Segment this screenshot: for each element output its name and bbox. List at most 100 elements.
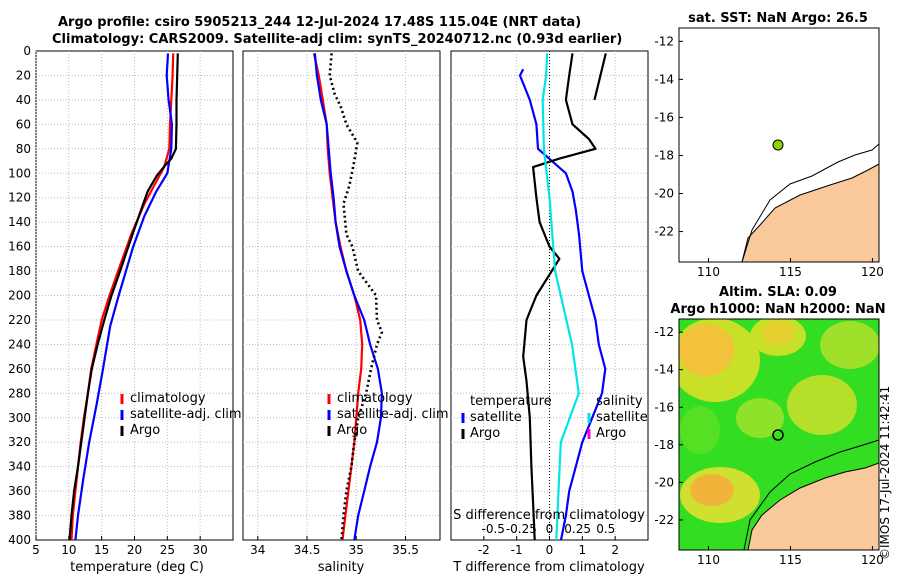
sla-lat-tick-label: -22 (654, 513, 674, 527)
sla-map-land (747, 462, 879, 550)
depth-tick-label: 280 (8, 386, 31, 400)
legend-label-1: satellite-adj. clim (130, 407, 242, 422)
depth-tick-label: 220 (8, 313, 31, 327)
s-difference-axis-label: S difference from climatology (453, 508, 645, 523)
difference-panel-frame (450, 50, 649, 541)
copyright-text: ©IMOS 17-Jul-2024 11:42:41 (878, 385, 892, 560)
depth-tick-label: 300 (8, 411, 31, 425)
sla-lat-tick-label: -18 (654, 438, 674, 452)
depth-tick-label: 400 (8, 533, 31, 547)
depth-tick-label: 260 (8, 362, 31, 376)
sla-lat-tick-label: -12 (654, 325, 674, 339)
s-diff-tick-label: 0.5 (596, 522, 615, 536)
sla-lon-tick-label: 115 (779, 553, 802, 567)
depth-tick-label: 360 (8, 484, 31, 498)
diff-legend-s-label-0: satellite (596, 410, 648, 425)
x-tick-label: 35 (349, 543, 364, 557)
figure-title-line1: Argo profile: csiro 5905213_244 12-Jul-2… (58, 15, 582, 30)
diff-legend-t-label-1: Argo (470, 426, 500, 441)
sst-lon-tick-label: 115 (779, 265, 802, 279)
x-tick-label: 0 (546, 543, 554, 557)
depth-tick-label: 100 (8, 166, 31, 180)
sla-lat-tick-label: -16 (654, 400, 674, 414)
series-salinity-satellite (541, 53, 580, 541)
temperature-axis-label: temperature (deg C) (70, 560, 204, 575)
series-temperature-satellite (518, 68, 607, 541)
depth-tick-label: 40 (16, 93, 31, 107)
figure-title-line2: Climatology: CARS2009. Satellite-adj cli… (52, 32, 623, 47)
series-salinity-argo (593, 53, 607, 101)
legend-label-2: Argo (130, 423, 160, 438)
sst-lat-tick-label: -20 (654, 187, 674, 201)
x-tick-label: 5 (32, 543, 40, 557)
depth-tick-label: 120 (8, 191, 31, 205)
sst-map-coast-contour (741, 143, 879, 262)
sst-lat-tick-label: -16 (654, 110, 674, 124)
sla-lon-tick-label: 120 (861, 553, 884, 567)
s-diff-tick-label: -0.25 (506, 522, 537, 536)
x-tick-label: 10 (61, 543, 76, 557)
x-tick-label: 30 (193, 543, 208, 557)
salinity-axis-label: salinity (318, 560, 365, 575)
series-temperature-argo (522, 53, 597, 541)
sla-lat-tick-label: -14 (654, 363, 674, 377)
sla-map-title-line1: Altim. SLA: 0.09 (719, 285, 837, 300)
x-tick-label: -2 (478, 543, 490, 557)
sst-map-land (741, 163, 879, 262)
salinity-panel-frame (242, 50, 441, 541)
sst-lon-tick-label: 120 (861, 265, 884, 279)
x-tick-label: -1 (511, 543, 523, 557)
depth-tick-label: 140 (8, 215, 31, 229)
x-tick-label: 34 (250, 543, 265, 557)
sla-map (678, 318, 880, 551)
x-tick-label: 35.5 (392, 543, 419, 557)
depth-tick-label: 160 (8, 240, 31, 254)
sst-lon-tick-label: 110 (697, 265, 720, 279)
sst-lat-tick-label: -14 (654, 72, 674, 86)
sst-argo-position-marker (772, 139, 784, 151)
x-tick-label: 25 (160, 543, 175, 557)
x-tick-label: 1 (579, 543, 587, 557)
legend-label-1: satellite-adj. clim (337, 407, 449, 422)
depth-tick-label: 320 (8, 435, 31, 449)
diff-legend-temperature-title: temperature (470, 394, 552, 409)
series-argo (328, 53, 384, 541)
temperature-panel-frame (35, 50, 234, 541)
sst-map (678, 27, 880, 263)
depth-tick-label: 180 (8, 264, 31, 278)
depth-tick-label: 20 (16, 68, 31, 82)
sla-map-title-line2: Argo h1000: NaN h2000: NaN (670, 302, 885, 317)
x-tick-label: 20 (127, 543, 142, 557)
s-diff-tick-label: -0.5 (482, 522, 505, 536)
sla-lat-tick-label: -20 (654, 475, 674, 489)
x-tick-label: 2 (611, 543, 619, 557)
s-diff-tick-label: 0.25 (564, 522, 591, 536)
sst-lat-tick-label: -22 (654, 225, 674, 239)
legend-label-0: climatology (130, 391, 206, 406)
depth-tick-label: 200 (8, 289, 31, 303)
legend-label-2: Argo (337, 423, 367, 438)
diff-legend-s-label-1: Argo (596, 426, 626, 441)
series-argo (68, 53, 179, 541)
series-satellite-adj-clim (74, 53, 173, 541)
series-satellite-adj-clim (313, 53, 383, 541)
diff-legend-salinity-title: salinity (596, 394, 643, 409)
sla-argo-position-marker (772, 429, 784, 441)
series-climatology (70, 53, 175, 541)
depth-tick-label: 0 (23, 44, 31, 58)
depth-tick-label: 240 (8, 337, 31, 351)
sst-lat-tick-label: -18 (654, 148, 674, 162)
sla-lon-tick-label: 110 (697, 553, 720, 567)
depth-tick-label: 80 (16, 142, 31, 156)
s-diff-tick-label: 0 (546, 522, 554, 536)
sst-map-title: sat. SST: NaN Argo: 26.5 (688, 11, 868, 26)
x-tick-label: 15 (94, 543, 109, 557)
t-difference-axis-label: T difference from climatology (452, 560, 645, 575)
depth-tick-label: 380 (8, 509, 31, 523)
depth-tick-label: 340 (8, 460, 31, 474)
sst-lat-tick-label: -12 (654, 34, 674, 48)
depth-tick-label: 60 (16, 117, 31, 131)
legend-label-0: climatology (337, 391, 413, 406)
x-tick-label: 34.5 (294, 543, 321, 557)
